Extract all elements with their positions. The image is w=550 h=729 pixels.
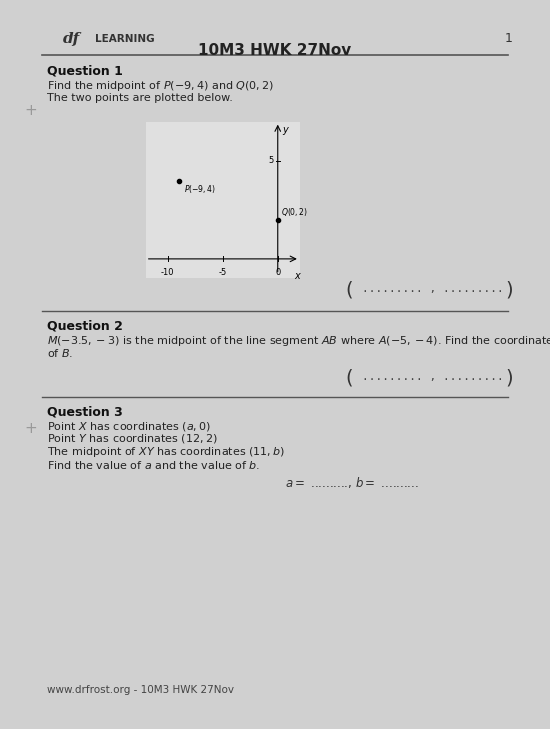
Text: The midpoint of $XY$ has coordinates $(11,b)$: The midpoint of $XY$ has coordinates $(1… [47,445,285,459]
Text: (: ( [346,368,353,387]
Text: $P(-9,4)$: $P(-9,4)$ [184,184,216,195]
Text: $x$: $x$ [294,271,302,281]
Text: $M(-3.5,-3)$ is the midpoint of the line segment $AB$ where $A(-5,-4)$. Find the: $M(-3.5,-3)$ is the midpoint of the line… [47,334,550,348]
Text: 0: 0 [275,268,280,277]
Text: df: df [63,32,80,47]
Text: Point $X$ has coordinates $(a,0)$: Point $X$ has coordinates $(a,0)$ [47,419,211,432]
Text: (: ( [346,280,353,299]
Text: $y$: $y$ [282,125,290,136]
Text: -5: -5 [219,268,227,277]
Text: Question 3: Question 3 [47,405,123,418]
Text: ): ) [505,280,513,299]
Text: ): ) [505,368,513,387]
Text: www.drfrost.org - 10M3 HWK 27Nov: www.drfrost.org - 10M3 HWK 27Nov [47,685,234,695]
Text: The two points are plotted below.: The two points are plotted below. [47,93,233,103]
Text: $Q(0,2)$: $Q(0,2)$ [281,206,308,218]
Text: Find the value of $a$ and the value of $b$.: Find the value of $a$ and the value of $… [47,459,261,471]
Text: 5: 5 [268,157,273,165]
Text: +: + [25,421,37,436]
Text: of $B$.: of $B$. [47,347,74,359]
Text: ......... , .........: ......... , ......... [362,284,504,294]
Text: 1: 1 [505,32,513,45]
Text: ......... , .........: ......... , ......... [362,372,504,382]
Text: $a =$ .........., $b =$ ..........: $a =$ .........., $b =$ .......... [285,475,419,490]
Text: -10: -10 [161,268,174,277]
Text: Point $Y$ has coordinates $(12,2)$: Point $Y$ has coordinates $(12,2)$ [47,432,218,445]
Text: Question 2: Question 2 [47,319,123,332]
Text: 10M3 HWK 27Nov: 10M3 HWK 27Nov [199,43,351,58]
Text: Question 1: Question 1 [47,64,123,77]
Text: +: + [25,103,37,117]
Text: Find the midpoint of $P(-9,4)$ and $Q(0,2)$: Find the midpoint of $P(-9,4)$ and $Q(0,… [47,79,274,93]
Text: LEARNING: LEARNING [95,34,155,44]
